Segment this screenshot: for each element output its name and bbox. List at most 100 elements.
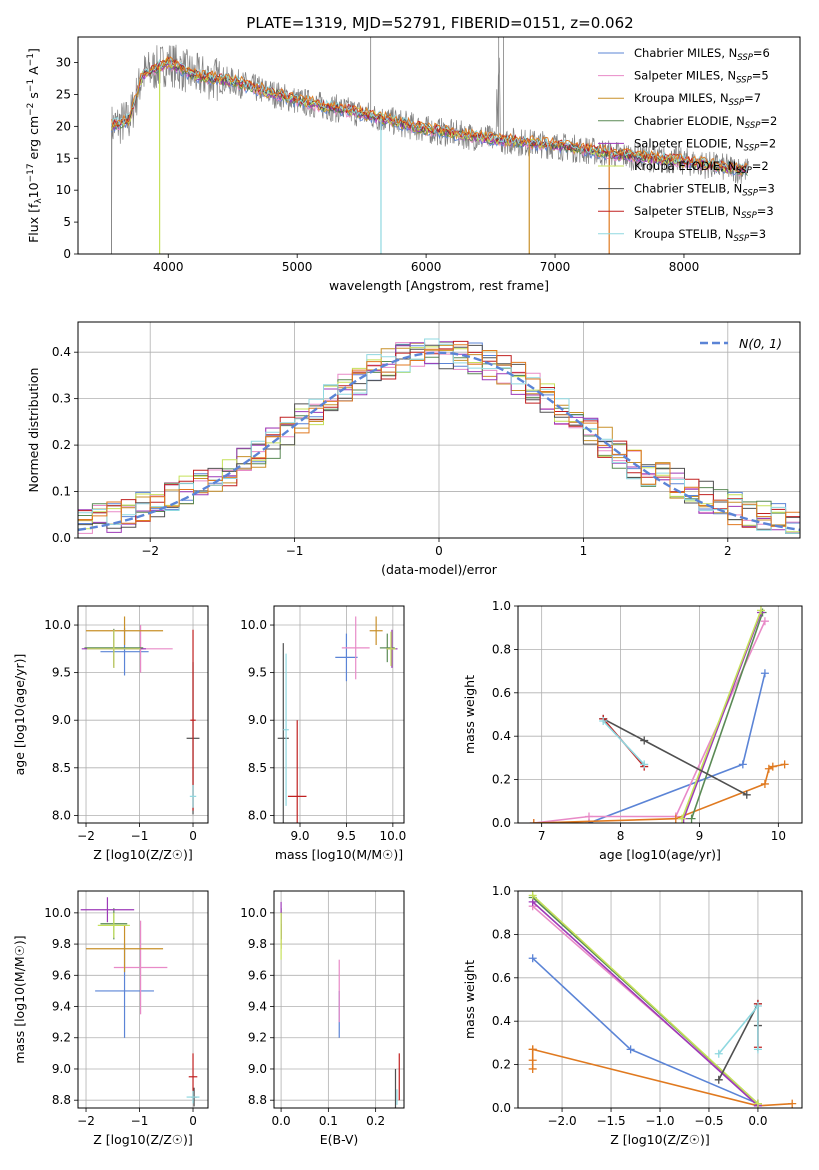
- mass-weight-marker: [640, 736, 649, 745]
- mass-weight-marker: [528, 954, 537, 963]
- y-tick-label: 9.8: [52, 937, 71, 951]
- y-axis-label: Normed distribution: [26, 368, 41, 493]
- legend-label: Salpeter ELODIE, NSSP=2: [634, 136, 776, 153]
- mass-weight-line: [532, 894, 759, 1105]
- legend-label: Salpeter STELIB, NSSP=3: [634, 204, 774, 221]
- y-tick-label: 0.0: [492, 1101, 511, 1115]
- mass-weight-line: [602, 718, 748, 796]
- y-tick-label: 0.8: [492, 642, 511, 656]
- age-vs-mass-panel: 9.0 9.5 10.0 8.0 8.5 9.0 9.5 10.0 mass [log10(M/…: [240, 605, 406, 862]
- legend-label: Kroupa ELODIE, NSSP=2: [634, 159, 769, 176]
- figure-title: PLATE=1319, MJD=52791, FIBERID=0151, z=0…: [246, 14, 633, 32]
- massweight-vs-Z-panel: −2.0 −1.5 −1.0 −0.5 0.0 0.0 0.2 0.4 0.6 0.8 1.0 Z […: [462, 884, 803, 1147]
- y-tick-label: 8.5: [52, 761, 71, 775]
- x-tick-label: 8000: [669, 260, 700, 274]
- x-tick-label: 0: [189, 1114, 197, 1128]
- axes-frame: [77, 890, 209, 1109]
- mass-weight-marker: [760, 669, 769, 678]
- massweight-vs-age-panel: 7 8 9 10 0.0 0.2 0.4 0.6 0.8 1.0 age [log10(age/yr…: [462, 599, 803, 862]
- y-tick-label: 9.8: [248, 937, 267, 951]
- mass-vs-Z-panel: −2 −1 0 8.8 9.0 9.2 9.4 9.6 9.8 10.0 Z [log10(Z/Z☉…: [12, 890, 209, 1147]
- model-spectrum: [111, 62, 748, 176]
- y-tick-label: 9.0: [248, 1062, 267, 1076]
- x-tick-label: 0: [435, 544, 443, 558]
- mass-weight-line: [532, 901, 759, 1107]
- mass-weight-marker: [687, 814, 696, 823]
- y-tick-label: 0.1: [52, 485, 71, 499]
- mass-weight-line: [602, 720, 645, 765]
- y-tick-label: 0.6: [492, 686, 511, 700]
- mass-vs-ebv-panel: 0.0 0.1 0.2 8.8 9.0 9.2 9.4 9.6 9.8 10.0 E(B-V): [240, 890, 405, 1147]
- legend-label: Kroupa STELIB, NSSP=3: [634, 227, 766, 244]
- mass-weight-marker: [753, 1099, 762, 1108]
- y-tick-label: 0.4: [492, 1014, 511, 1028]
- residuals-panel: −2 −1 0 1 2 0.0 0.1 0.2 0.3 0.4 (data-model)/error…: [26, 321, 801, 577]
- mass-weight-marker: [760, 617, 769, 626]
- y-tick-label: 9.0: [248, 713, 267, 727]
- residual-histogram: [78, 338, 800, 534]
- axes-frame: [517, 890, 803, 1109]
- y-tick-label: 9.5: [52, 666, 71, 680]
- legend-label: Chabrier MILES, NSSP=6: [634, 46, 770, 63]
- x-axis-label: mass [log10(M/M☉)]: [275, 847, 403, 862]
- y-tick-label: 30: [56, 56, 71, 70]
- mass-weight-marker: [528, 891, 537, 900]
- x-tick-label: 9.0: [290, 829, 309, 843]
- plot-area: [80, 897, 200, 1107]
- y-tick-label: 0.3: [52, 392, 71, 406]
- mass-weight-marker: [742, 790, 751, 799]
- x-tick-label: 0.2: [366, 1114, 385, 1128]
- legend-label: Chabrier ELODIE, NSSP=2: [634, 114, 777, 131]
- x-tick-label: −2: [77, 829, 95, 843]
- y-tick-label: 9.4: [248, 1000, 267, 1014]
- axes-frame: [77, 321, 801, 539]
- y-tick-label: 8.8: [248, 1093, 267, 1107]
- x-axis-label: Z [log10(Z/Z☉)]: [93, 847, 193, 862]
- plot-area: [528, 891, 797, 1108]
- plot-area: [111, 37, 749, 254]
- x-tick-label: 0.1: [319, 1114, 338, 1128]
- y-tick-label: 9.6: [248, 968, 267, 982]
- axes-frame: [77, 36, 801, 255]
- x-tick-label: −1.5: [596, 1114, 625, 1128]
- x-tick-label: 4000: [153, 260, 184, 274]
- plot-area: [81, 616, 200, 815]
- plot-area: [280, 901, 400, 1108]
- y-tick-label: 0.0: [492, 816, 511, 830]
- y-axis-label: Flux [fλ10−17 erg cm−2 s−1 A−1]: [26, 48, 44, 243]
- x-axis-label: Z [log10(Z/Z☉)]: [93, 1132, 193, 1147]
- x-tick-label: 1: [580, 544, 588, 558]
- x-tick-label: −2: [141, 544, 159, 558]
- mass-weight-marker: [585, 812, 593, 821]
- mass-weight-marker: [753, 1002, 762, 1011]
- normal-curve: [78, 351, 800, 532]
- x-tick-label: 0.0: [748, 1114, 767, 1128]
- y-tick-label: 8.8: [52, 1093, 71, 1107]
- y-tick-label: 5: [63, 215, 71, 229]
- y-tick-label: 0.0: [52, 531, 71, 545]
- axes-frame: [77, 605, 209, 824]
- legend-label: Chabrier STELIB, NSSP=3: [634, 182, 775, 199]
- mass-weight-marker: [714, 1075, 723, 1084]
- x-tick-label: −2.0: [547, 1114, 576, 1128]
- axes-frame: [273, 605, 405, 824]
- mass-weight-marker: [768, 762, 777, 771]
- axes-frame: [273, 890, 405, 1109]
- mass-weight-line: [718, 1003, 759, 1055]
- legend-label: Salpeter MILES, NSSP=5: [634, 69, 769, 86]
- mass-weight-line: [682, 612, 762, 819]
- x-axis-label: Z [log10(Z/Z☉)]: [610, 1132, 710, 1147]
- x-tick-label: −1: [286, 544, 304, 558]
- mass-weight-marker: [788, 1099, 797, 1108]
- model-spectrum: [111, 55, 748, 171]
- plot-area: [277, 616, 398, 823]
- mass-weight-marker: [780, 760, 789, 769]
- mass-weight-marker: [714, 1049, 723, 1058]
- y-tick-label: 15: [56, 151, 71, 165]
- axes-frame: [517, 605, 803, 824]
- mass-weight-marker: [756, 606, 765, 615]
- y-tick-label: 1.0: [492, 599, 511, 613]
- residual-histogram: [78, 344, 800, 527]
- x-tick-label: 10.0: [379, 829, 406, 843]
- mass-weight-marker: [678, 814, 687, 823]
